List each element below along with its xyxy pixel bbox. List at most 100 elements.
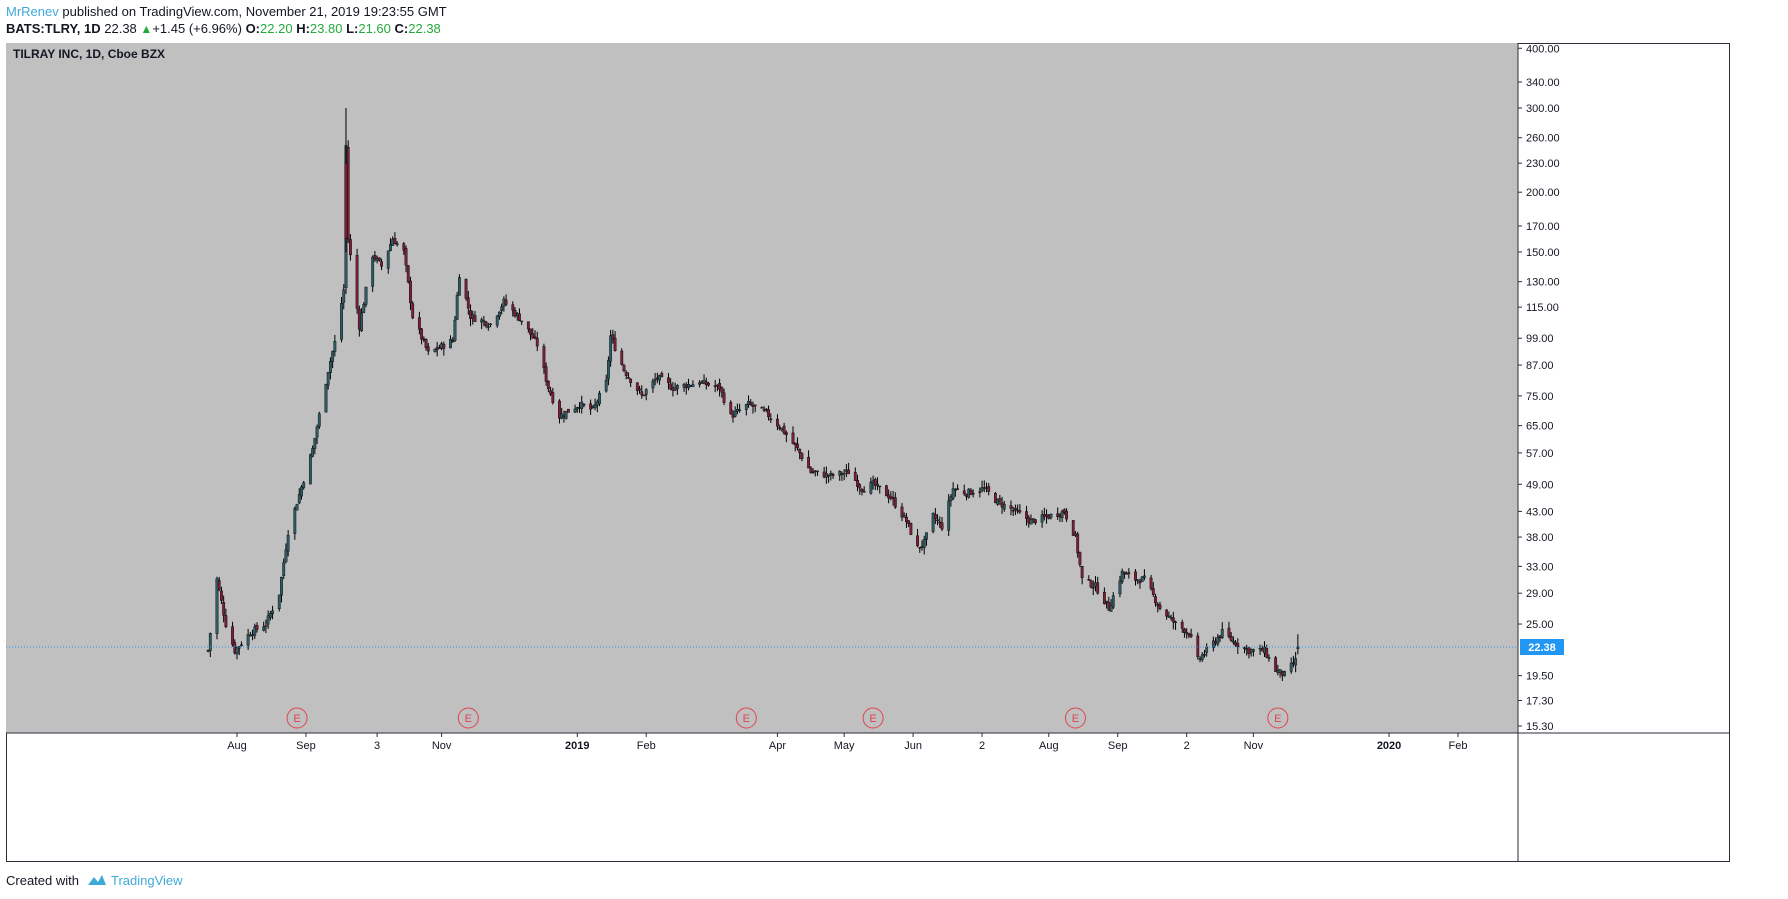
candle-body [529,328,532,335]
candle [371,255,375,292]
candle-body [791,432,795,444]
candle-body [411,303,415,319]
candle-body [362,304,366,314]
candle [451,337,455,343]
candle-body [231,626,234,645]
time-tick-label: 3 [374,740,380,752]
candle-body [971,492,975,495]
candle [564,410,568,420]
earnings-marker[interactable]: E [1064,707,1086,729]
tradingview-link[interactable]: TradingView [111,873,183,888]
candle-body [949,496,953,501]
earnings-marker-label: E [1072,713,1079,725]
candle-body [876,483,879,487]
candle-body [266,615,270,625]
candle-body [644,389,648,395]
earnings-marker[interactable]: E [862,707,884,729]
publish-line: MrRenev published on TradingView.com, No… [6,4,447,19]
last-price-tag-label: 22.38 [1528,642,1556,654]
candle-body [389,244,392,251]
candle [878,485,882,494]
candle-body [809,467,813,473]
candle [402,242,406,255]
candle [853,467,857,482]
candle-body [918,547,922,549]
candle [518,308,521,322]
price-tick-label: 43.00 [1526,506,1554,518]
last-candle-body [1296,646,1300,649]
candle [905,512,908,528]
candle-body [593,404,597,408]
earnings-marker-label: E [869,713,876,725]
candle-body [1120,570,1124,582]
candle [231,621,234,647]
candle [962,484,966,496]
candle [718,378,722,397]
candle-body [1158,604,1162,609]
candle-body [1018,510,1022,513]
candle [918,547,922,553]
price-chart[interactable]: 400.00 340.00 300.00 260.00 230.00 200.00 170.… [6,43,1730,862]
candle [1089,579,1093,589]
candle [873,477,877,491]
candle-body [268,613,272,619]
candle-body [1274,657,1278,672]
candle [720,386,724,398]
candle [784,430,788,443]
candle-body [769,418,773,421]
candle [362,302,366,314]
candle [627,372,630,379]
candle [217,576,221,592]
candle-body [940,522,944,530]
candle-body [638,388,641,391]
candle-body [393,238,397,245]
earnings-marker[interactable]: E [1267,707,1289,729]
candle [925,532,928,546]
candle [753,404,757,413]
candle-body [1251,649,1255,652]
candle-body [371,256,375,287]
candle [373,251,377,262]
candle-body [907,520,911,524]
earnings-marker[interactable]: E [457,707,479,729]
candle-body [609,335,613,362]
earnings-marker[interactable]: E [286,707,308,729]
candle [969,488,973,496]
candle [842,468,846,481]
candle [424,338,428,351]
candle [551,387,555,405]
time-tick-label: 2 [1184,740,1190,752]
candle [956,484,959,490]
candle [629,378,633,388]
price-tick-label: 150.00 [1526,247,1560,259]
candle [1180,619,1184,633]
candle-body [355,254,359,309]
candle-body [331,351,335,362]
candle-body [767,409,770,418]
candle-body [1231,640,1235,643]
candle-body [498,311,501,317]
candle-body [1076,533,1080,554]
candle-body [262,626,266,631]
candle [604,374,608,393]
candle [520,320,524,325]
candle-body [442,343,446,349]
candle [1127,568,1131,579]
candle [893,492,897,509]
candle-body [1002,504,1006,510]
candle-body [796,443,799,449]
earnings-marker[interactable]: E [735,707,757,729]
candle-body [858,484,862,489]
high-value: 23.80 [309,21,343,36]
candle-body [395,243,399,246]
author-link[interactable]: MrRenev [6,4,59,19]
candle [326,371,330,390]
candle [1065,508,1068,522]
candle [329,357,332,380]
candle [1118,575,1122,598]
candle-body [722,392,726,403]
candle-body [329,360,332,373]
candle [953,488,957,497]
created-with-text: Created with [6,873,79,888]
candle-body [909,523,913,535]
